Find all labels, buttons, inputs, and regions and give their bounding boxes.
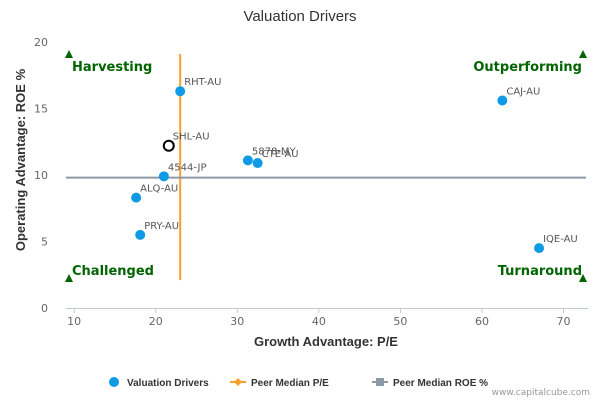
data-point-label: IQE-AU (543, 234, 578, 245)
data-point (131, 192, 142, 203)
x-tick-label: 20 (149, 315, 163, 328)
data-point-label: CAJ-AU (506, 87, 540, 98)
x-axis-ticks: 10 20 30 40 50 60 70 (67, 308, 571, 328)
y-tick-label: 0 (41, 302, 48, 315)
data-point (175, 86, 186, 97)
y-tick-label: 15 (34, 103, 48, 116)
x-tick-label: 70 (557, 315, 571, 328)
y-axis-ticks: 0 5 10 15 20 (34, 36, 48, 315)
y-tick-label: 10 (34, 169, 48, 182)
x-tick-label: 60 (475, 315, 489, 328)
quadrant-marker-top-left (65, 50, 73, 58)
x-tick-label: 30 (230, 315, 244, 328)
data-point-label: CTE-AU (262, 149, 299, 160)
legend-symbol-diamond (234, 378, 242, 386)
quadrant-labels: Harvesting Outperforming Challenged Turnaro… (65, 50, 587, 282)
data-point (534, 243, 545, 254)
highlighted-point (162, 139, 175, 152)
legend-symbol-circle (109, 377, 119, 387)
y-tick-label: 5 (41, 236, 48, 249)
quadrant-label-challenged: Challenged (72, 264, 154, 279)
data-point (135, 229, 146, 240)
data-point (242, 155, 253, 166)
quadrant-label-turnaround: Turnaround (498, 264, 582, 279)
quadrant-marker-bottom-left (65, 274, 73, 282)
highlighted-point-label: SHL-AU (173, 132, 210, 143)
quadrant-marker-bottom-right (579, 274, 587, 282)
x-tick-label: 40 (312, 315, 326, 328)
data-point-label: 4544-JP (168, 162, 207, 173)
x-tick-label: 10 (67, 315, 81, 328)
data-point-label: RHT-AU (184, 77, 221, 88)
quadrant-marker-top-right (579, 50, 587, 58)
credit-text: www.capitalcube.com (492, 388, 590, 398)
legend-label[interactable]: Peer Median ROE % (393, 378, 488, 389)
legend: Valuation Drivers Peer Median P/E Peer Med… (109, 377, 488, 389)
data-point (158, 171, 169, 182)
data-point-label: ALQ-AU (140, 184, 178, 195)
quadrant-label-outperforming: Outperforming (473, 60, 582, 75)
data-point (252, 158, 263, 169)
data-point-label: 5878-MY (252, 146, 297, 157)
legend-label[interactable]: Peer Median P/E (251, 378, 329, 389)
data-point (497, 95, 508, 106)
legend-label[interactable]: Valuation Drivers (127, 378, 209, 389)
y-tick-label: 20 (34, 36, 48, 49)
y-axis-title: Operating Advantage: ROE % (13, 68, 28, 251)
quadrant-label-harvesting: Harvesting (72, 60, 152, 75)
data-point-label: PRY-AU (144, 221, 179, 232)
legend-symbol-square (376, 378, 384, 386)
x-tick-label: 50 (393, 315, 407, 328)
chart-title: Valuation Drivers (243, 8, 356, 25)
x-axis-title: Growth Advantage: P/E (254, 334, 398, 349)
